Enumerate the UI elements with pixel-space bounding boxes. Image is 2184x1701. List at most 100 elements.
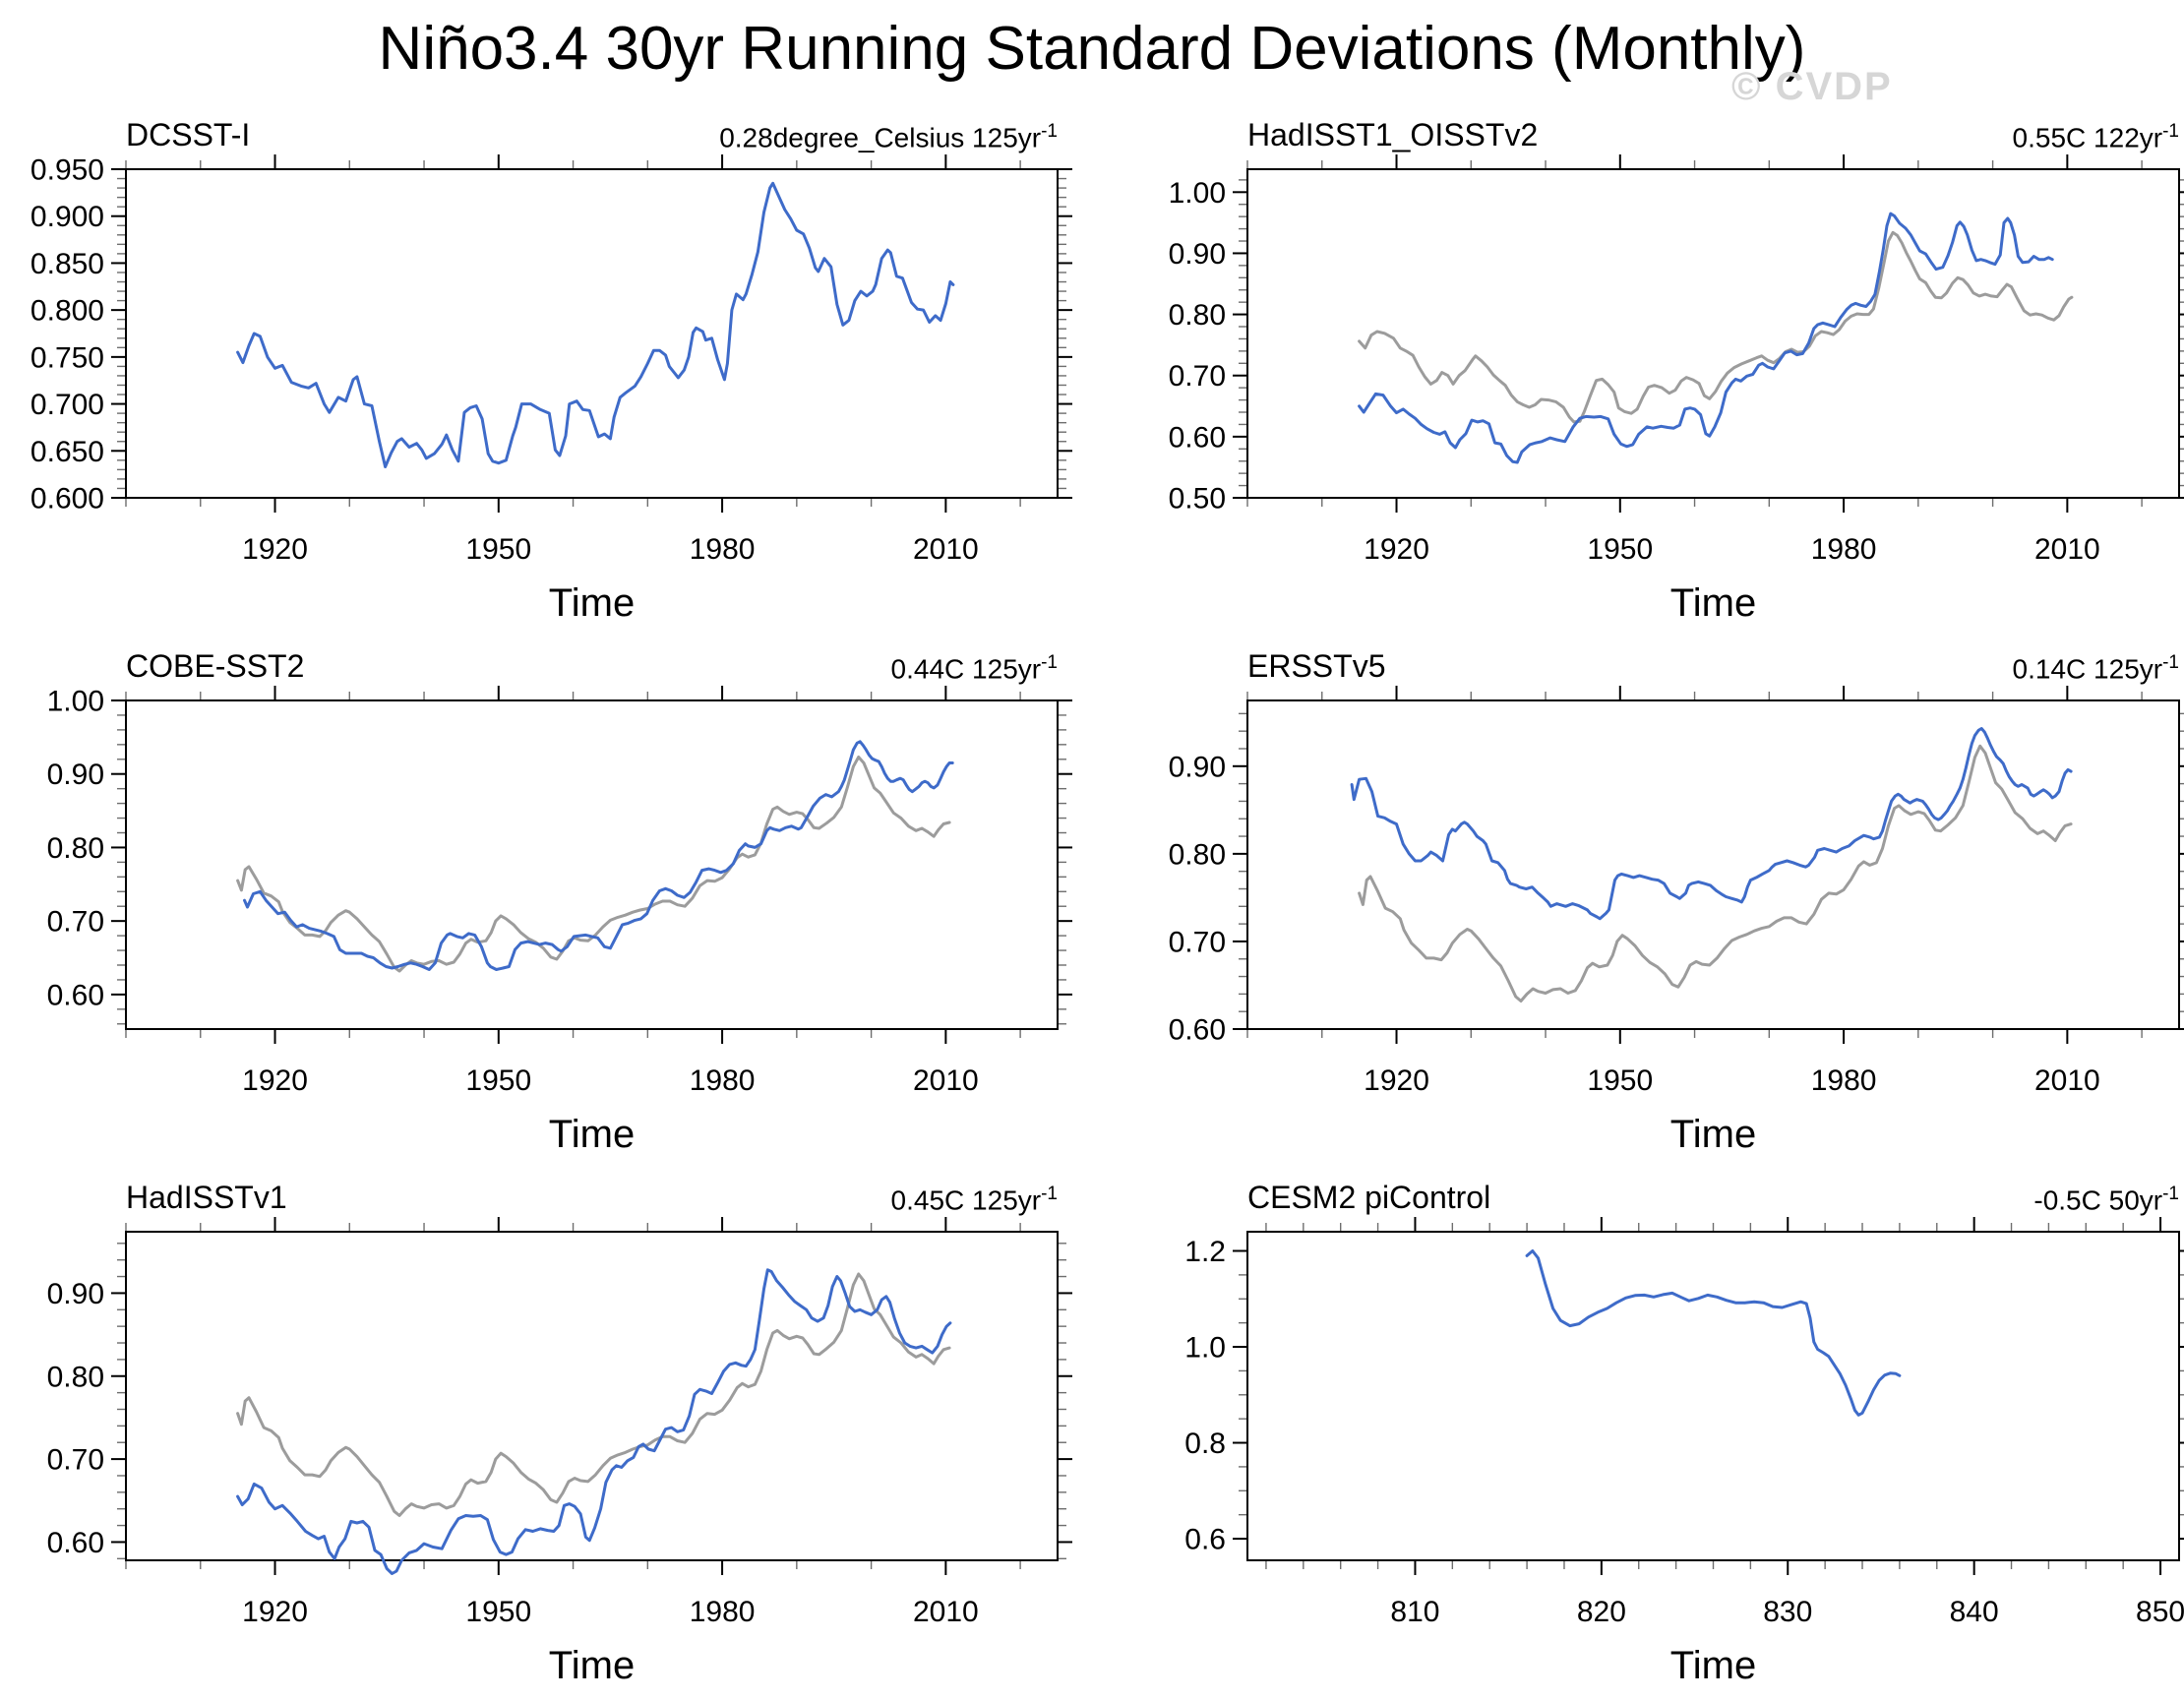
chart-dcsst-i: 1920 1950 1980 2010 0.600 0.650 0.700 0.750 0.80… bbox=[30, 154, 1072, 625]
panel-title: HadISST1_OISSTv2 bbox=[1247, 117, 1539, 152]
svg-text:0.750: 0.750 bbox=[30, 341, 104, 374]
chart-cesm2-picontrol: 810 820 830 840 850 0.6 0.8 1.0 1.2 Time bbox=[1184, 1217, 2184, 1687]
panel-title: ERSSTv5 bbox=[1247, 648, 1386, 684]
svg-text:1950: 1950 bbox=[1587, 1064, 1653, 1097]
svg-text:0.650: 0.650 bbox=[30, 436, 104, 468]
svg-text:0.70: 0.70 bbox=[47, 906, 104, 939]
svg-text:0.900: 0.900 bbox=[30, 201, 104, 233]
svg-text:0.70: 0.70 bbox=[1169, 360, 1226, 393]
panel-cesm2-picontrol: CESM2 piControl -0.5C 50yr-1 810 820 830 84… bbox=[1122, 1161, 2184, 1692]
svg-text:1920: 1920 bbox=[242, 533, 308, 566]
svg-text:1920: 1920 bbox=[242, 1596, 308, 1628]
svg-text:1950: 1950 bbox=[465, 533, 531, 566]
svg-text:2010: 2010 bbox=[913, 533, 979, 566]
panel-dcsst-i: DCSST-I 0.28degree_Celsius 125yr-1 1920 1… bbox=[0, 98, 1122, 630]
svg-text:1980: 1980 bbox=[690, 533, 756, 566]
svg-text:0.90: 0.90 bbox=[1169, 751, 1226, 783]
panel-cobe-sst2: COBE-SST2 0.44C 125yr-1 1920 1950 1980 2010… bbox=[0, 630, 1122, 1161]
panel-header: CESM2 piControl -0.5C 50yr-1 bbox=[1247, 1161, 2179, 1216]
panel-header: COBE-SST2 0.44C 125yr-1 bbox=[126, 630, 1058, 685]
panel-hadisstv1: HadISSTv1 0.45C 125yr-1 1920 1950 1980 2010… bbox=[0, 1161, 1122, 1692]
panel-units: 0.45C 125yr-1 bbox=[890, 1183, 1058, 1215]
svg-text:0.80: 0.80 bbox=[1169, 838, 1226, 871]
svg-text:1980: 1980 bbox=[690, 1064, 756, 1097]
svg-text:Time: Time bbox=[549, 1644, 635, 1687]
svg-text:0.90: 0.90 bbox=[47, 1278, 104, 1310]
svg-text:1980: 1980 bbox=[690, 1596, 756, 1628]
chart-ersstv5: 1920 1950 1980 2010 0.60 0.70 0.80 0.90 Time bbox=[1169, 686, 2184, 1156]
panel-hadisst1-oisstv2: HadISST1_OISSTv2 0.55C 122yr-1 1920 1950 1… bbox=[1122, 98, 2184, 630]
panel-units: 0.28degree_Celsius 125yr-1 bbox=[719, 120, 1058, 152]
svg-text:1920: 1920 bbox=[1364, 533, 1429, 566]
svg-text:1950: 1950 bbox=[465, 1596, 531, 1628]
svg-text:2010: 2010 bbox=[2034, 1064, 2100, 1097]
svg-text:0.80: 0.80 bbox=[47, 832, 104, 865]
svg-text:1950: 1950 bbox=[465, 1064, 531, 1097]
panel-units: 0.14C 125yr-1 bbox=[2012, 651, 2179, 684]
svg-text:1.00: 1.00 bbox=[1169, 177, 1226, 210]
svg-text:850: 850 bbox=[2136, 1596, 2184, 1628]
panel-title: CESM2 piControl bbox=[1247, 1180, 1491, 1215]
svg-text:Time: Time bbox=[1670, 1644, 1756, 1687]
svg-text:1920: 1920 bbox=[242, 1064, 308, 1097]
units-exponent: -1 bbox=[1041, 651, 1058, 673]
panel-ersstv5: ERSSTv5 0.14C 125yr-1 1920 1950 1980 2010 0.… bbox=[1122, 630, 2184, 1161]
units-exponent: -1 bbox=[2162, 120, 2179, 142]
svg-text:0.50: 0.50 bbox=[1169, 483, 1226, 516]
svg-text:0.950: 0.950 bbox=[30, 154, 104, 187]
svg-text:810: 810 bbox=[1390, 1596, 1439, 1628]
units-exponent: -1 bbox=[1041, 1183, 1058, 1204]
units-exponent: -1 bbox=[2162, 1183, 2179, 1204]
chart-hadisstv1: 1920 1950 1980 2010 0.60 0.70 0.80 0.90 Time bbox=[47, 1217, 1072, 1687]
title-band: Niño3.4 30yr Running Standard Deviations… bbox=[0, 0, 2184, 108]
panel-header: HadISST1_OISSTv2 0.55C 122yr-1 bbox=[1247, 98, 2179, 153]
panel-units: 0.55C 122yr-1 bbox=[2012, 120, 2179, 152]
panel-header: DCSST-I 0.28degree_Celsius 125yr-1 bbox=[126, 98, 1058, 153]
panel-units: -0.5C 50yr-1 bbox=[2033, 1183, 2179, 1215]
svg-text:1920: 1920 bbox=[1364, 1064, 1429, 1097]
charts-grid: DCSST-I 0.28degree_Celsius 125yr-1 1920 1… bbox=[0, 98, 2184, 1692]
panel-title: HadISSTv1 bbox=[126, 1180, 287, 1215]
svg-text:1.2: 1.2 bbox=[1184, 1236, 1226, 1268]
svg-text:0.8: 0.8 bbox=[1184, 1428, 1226, 1460]
svg-text:2010: 2010 bbox=[913, 1064, 979, 1097]
svg-text:0.700: 0.700 bbox=[30, 389, 104, 421]
panel-units: 0.44C 125yr-1 bbox=[890, 651, 1058, 684]
svg-text:1980: 1980 bbox=[1811, 533, 1877, 566]
svg-text:0.90: 0.90 bbox=[47, 759, 104, 791]
panel-header: HadISSTv1 0.45C 125yr-1 bbox=[126, 1161, 1058, 1216]
svg-text:Time: Time bbox=[1670, 1113, 1756, 1156]
svg-text:1.00: 1.00 bbox=[47, 686, 104, 718]
panel-header: ERSSTv5 0.14C 125yr-1 bbox=[1247, 630, 2179, 685]
svg-text:0.70: 0.70 bbox=[47, 1444, 104, 1477]
svg-text:Time: Time bbox=[549, 581, 635, 625]
svg-text:0.60: 0.60 bbox=[1169, 421, 1226, 454]
svg-text:0.80: 0.80 bbox=[1169, 299, 1226, 332]
chart-hadisst1-oisstv2: 1920 1950 1980 2010 0.50 0.60 0.70 0.80 0.90 1.00… bbox=[1169, 154, 2184, 625]
svg-text:0.90: 0.90 bbox=[1169, 238, 1226, 271]
units-exponent: -1 bbox=[1041, 120, 1058, 142]
svg-text:820: 820 bbox=[1577, 1596, 1626, 1628]
svg-text:0.6: 0.6 bbox=[1184, 1524, 1226, 1556]
svg-text:1.0: 1.0 bbox=[1184, 1332, 1226, 1365]
units-exponent: -1 bbox=[2162, 651, 2179, 673]
page-title: Niño3.4 30yr Running Standard Deviations… bbox=[378, 15, 1806, 83]
svg-text:2010: 2010 bbox=[913, 1596, 979, 1628]
svg-text:0.80: 0.80 bbox=[47, 1361, 104, 1393]
svg-text:2010: 2010 bbox=[2034, 533, 2100, 566]
svg-text:1980: 1980 bbox=[1811, 1064, 1877, 1097]
panel-title: DCSST-I bbox=[126, 117, 251, 152]
svg-text:0.70: 0.70 bbox=[1169, 926, 1226, 958]
chart-cobe-sst2: 1920 1950 1980 2010 0.60 0.70 0.80 0.90 1.00 Time bbox=[47, 686, 1072, 1156]
cvdp-watermark: © CVDP bbox=[1731, 65, 1893, 108]
svg-text:0.60: 0.60 bbox=[1169, 1014, 1226, 1047]
svg-text:840: 840 bbox=[1950, 1596, 1999, 1628]
svg-text:830: 830 bbox=[1763, 1596, 1812, 1628]
svg-text:0.850: 0.850 bbox=[30, 248, 104, 280]
svg-text:Time: Time bbox=[549, 1113, 635, 1156]
panel-title: COBE-SST2 bbox=[126, 648, 305, 684]
svg-text:1950: 1950 bbox=[1587, 533, 1653, 566]
svg-text:0.600: 0.600 bbox=[30, 483, 104, 516]
svg-text:0.800: 0.800 bbox=[30, 295, 104, 328]
